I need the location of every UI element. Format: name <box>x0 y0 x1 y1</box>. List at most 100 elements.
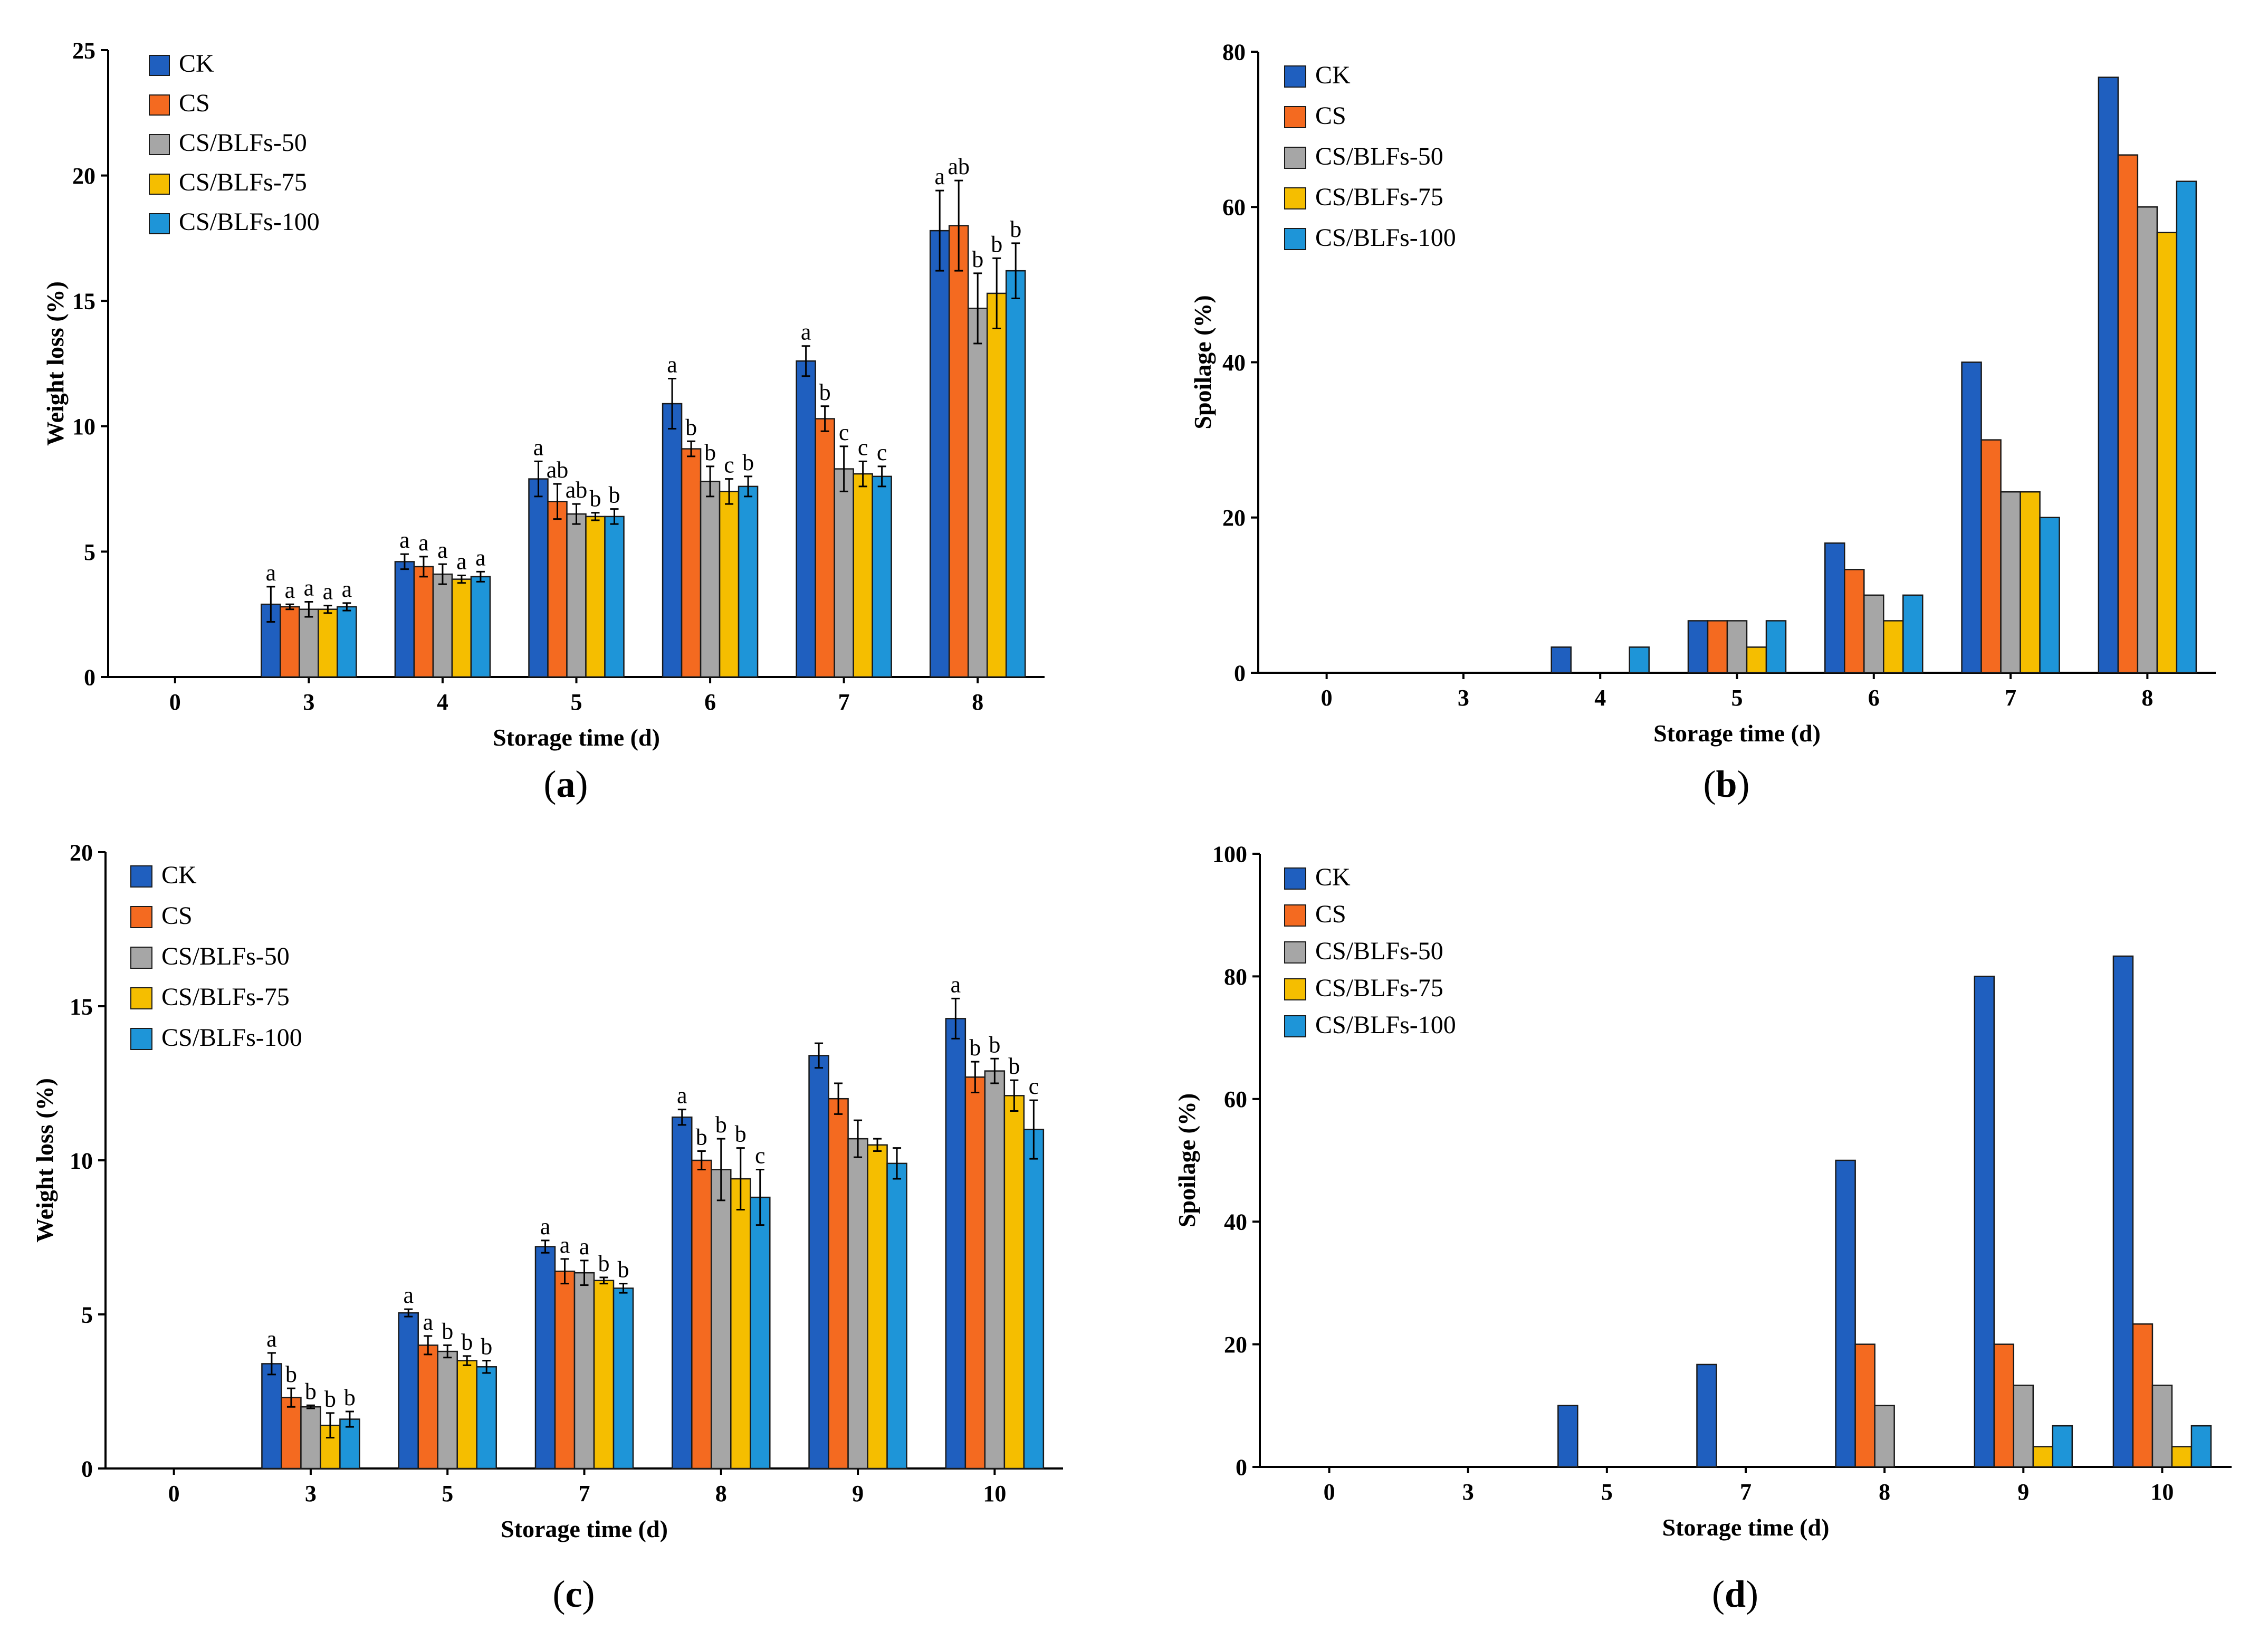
significance-letter: b <box>481 1334 492 1360</box>
x-tick-label: 8 <box>2141 685 2153 711</box>
legend-label: CK <box>1315 863 1351 891</box>
significance-letter: b <box>704 440 716 465</box>
significance-letter: b <box>590 486 601 512</box>
significance-letter: a <box>403 1282 414 1308</box>
x-tick-label: 7 <box>2005 685 2016 711</box>
legend-label: CS <box>161 902 193 930</box>
y-tick-label: 0 <box>84 664 95 690</box>
x-tick-label: 7 <box>579 1481 590 1506</box>
bar-cs-blfs-100-day-7 <box>2039 517 2060 674</box>
bar-ck-day-7 <box>1961 361 1982 674</box>
significance-letter: b <box>972 246 983 272</box>
bar-cs-blfs-75-day-7 <box>2020 491 2041 674</box>
bar-ck-day-10 <box>2112 955 2134 1468</box>
bar-cs-blfs-100-day-3 <box>337 606 357 678</box>
legend-label: CS/BLFs-75 <box>1315 183 1443 211</box>
bar-cs-blfs-50-day-5 <box>437 1350 458 1470</box>
legend-swatch <box>149 134 170 155</box>
bar-ck-day-8 <box>2098 77 2119 674</box>
y-tick-label: 5 <box>81 1302 93 1328</box>
legend-swatch <box>1284 941 1306 964</box>
y-tick-label: 80 <box>1222 39 1246 65</box>
legend-swatch <box>130 1028 152 1050</box>
y-tick-label: 25 <box>72 37 95 63</box>
significance-letter: a <box>475 545 486 570</box>
x-tick-label: 7 <box>1740 1479 1752 1505</box>
y-tick-label: 100 <box>1212 841 1247 867</box>
bar-cs-blfs-100-day-10 <box>1023 1129 1045 1470</box>
bar-cs-day-7 <box>554 1270 576 1470</box>
bar-cs-blfs-100-day-6 <box>1902 594 1924 674</box>
significance-letter: c <box>1029 1073 1039 1099</box>
y-tick-label: 10 <box>72 414 95 440</box>
significance-letter: c <box>724 452 734 478</box>
x-axis-title: Storage time (d) <box>493 724 660 751</box>
significance-letter: a <box>533 434 544 460</box>
significance-letter: b <box>618 1257 629 1283</box>
bar-cs-day-9 <box>1993 1343 2015 1468</box>
bar-cs-day-5 <box>547 501 568 678</box>
bar-cs-blfs-50-day-8 <box>711 1169 732 1470</box>
bar-cs-blfs-75-day-8 <box>986 292 1007 678</box>
legend-label: CS/BLFs-75 <box>161 983 290 1011</box>
bar-cs-blfs-75-day-4 <box>451 578 472 678</box>
chart-panel-b: 0 20 40 60 80 0 3 4 5 6 7 8 Storage time (d) Spoilage… <box>1189 39 2216 805</box>
bar-cs-day-4 <box>413 566 434 678</box>
bar-cs-blfs-50-day-7 <box>834 468 854 678</box>
legend-swatch <box>1284 904 1306 927</box>
bar-cs-blfs-50-day-8 <box>967 308 988 678</box>
x-tick-label: 7 <box>838 689 850 715</box>
bar-ck-day-6 <box>1824 542 1845 674</box>
bar-cs-blfs-100-day-7 <box>613 1287 634 1470</box>
bar-cs-day-6 <box>1844 569 1865 674</box>
significance-letter: b <box>1008 1053 1020 1079</box>
legend-label: CK <box>179 50 214 78</box>
y-axis-title: Spoilage (%) <box>1189 295 1216 429</box>
significance-letter: ab <box>566 477 588 503</box>
significance-letter: b <box>442 1318 453 1344</box>
y-tick-label: 15 <box>72 289 95 314</box>
legend-swatch <box>1284 1015 1306 1037</box>
panel-caption-label: (a) <box>544 763 588 805</box>
significance-letter: b <box>609 482 620 508</box>
legend-swatch <box>1284 228 1306 250</box>
significance-letter: a <box>579 1234 590 1260</box>
bar-cs-blfs-75-day-10 <box>2171 1446 2193 1468</box>
bar-cs-day-10 <box>964 1076 986 1470</box>
bar-cs-blfs-75-day-8 <box>2156 232 2178 674</box>
significance-letter: a <box>418 530 429 556</box>
bar-cs-day-5 <box>1707 620 1728 674</box>
bar-ck-day-6 <box>662 403 683 678</box>
y-tick-label: 20 <box>1224 1332 1247 1358</box>
bar-cs-blfs-100-day-8 <box>2176 180 2197 674</box>
legend-swatch <box>1284 978 1306 1000</box>
bar-cs-blfs-100-day-9 <box>2052 1425 2073 1468</box>
significance-letter: a <box>540 1214 551 1239</box>
legend-label: CS/BLFs-50 <box>1315 937 1443 965</box>
significance-letter: b <box>1010 216 1021 242</box>
x-tick-label: 3 <box>1458 685 1469 711</box>
significance-letter: b <box>461 1329 473 1355</box>
bar-ck-day-5 <box>398 1312 419 1470</box>
legend-label: CS <box>1315 102 1346 130</box>
legend-swatch <box>130 865 152 888</box>
significance-letter: a <box>304 575 314 600</box>
bar-cs-blfs-50-day-9 <box>2013 1385 2034 1468</box>
significance-letter: ab <box>547 457 569 483</box>
bar-ck-day-5 <box>1687 620 1709 674</box>
significance-letter: a <box>667 352 677 378</box>
legend-label: CK <box>1315 61 1351 89</box>
panel-caption-label: (d) <box>1712 1573 1758 1615</box>
significance-letter: c <box>755 1143 765 1169</box>
bar-cs-blfs-100-day-4 <box>470 576 491 678</box>
x-tick-label: 0 <box>1324 1479 1335 1505</box>
x-tick-label: 5 <box>442 1481 453 1506</box>
bar-cs-day-10 <box>2132 1323 2154 1468</box>
bar-ck-day-5 <box>528 478 549 678</box>
significance-letter: a <box>266 560 276 586</box>
significance-letter: b <box>991 231 1002 257</box>
significance-letter: b <box>285 1361 297 1387</box>
